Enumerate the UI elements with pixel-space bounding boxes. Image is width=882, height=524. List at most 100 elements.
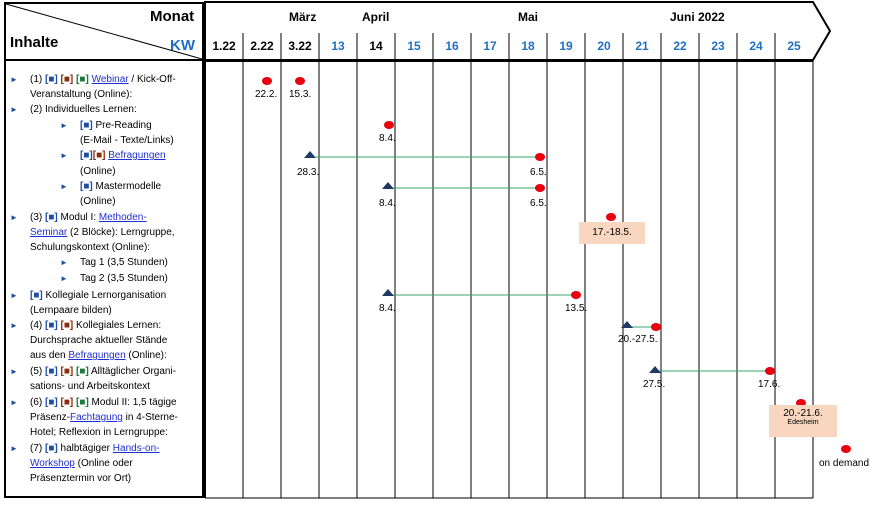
row-mastermodelle-line2: (Online) (80, 196, 116, 207)
row-kollegiales-lernen-line3: aus den Befragungen (Online): (30, 350, 167, 361)
row-tag1: Tag 1 (3,5 Stunden) (80, 257, 168, 268)
event-dot (262, 77, 272, 85)
row-pre-reading-line2: (E-Mail - Texte/Links) (80, 135, 174, 146)
kw-cell: 13 (331, 39, 345, 53)
seminar-link[interactable]: Seminar (30, 227, 68, 238)
contents-header (4, 2, 204, 61)
befragungen-link[interactable]: Befragungen (108, 150, 166, 161)
event-dot (571, 291, 581, 299)
row-methoden-seminar: (3) [■] Modul I: Methoden- (30, 212, 147, 223)
monat-label: Monat (150, 8, 195, 25)
date-label: 8.4. (379, 133, 396, 144)
row-tag2: Tag 2 (3,5 Stunden) (80, 273, 168, 284)
fachtagung-link[interactable]: Fachtagung (70, 412, 123, 423)
month-april: April (362, 10, 390, 24)
row-befragungen-line2: (Online) (80, 166, 116, 177)
bullet-icon: ► (10, 398, 18, 407)
row-lernorganisation-line2: (Lernpaare bilden) (30, 305, 112, 316)
kw-cell: 25 (787, 39, 801, 53)
event-dot (606, 213, 616, 221)
bullet-icon: ► (10, 213, 18, 222)
webinar-link[interactable]: Webinar (91, 74, 129, 85)
date-label: 17.6. (758, 379, 781, 390)
kw-cell: 18 (521, 39, 535, 53)
row-kollegiales-lernen: (4) [■] [■] Kollegiales Lernen: (30, 320, 162, 331)
bullet-icon: ► (10, 444, 18, 453)
date-label: 6.5. (530, 167, 547, 178)
bullet-icon: ► (10, 291, 18, 300)
date-label: on demand (819, 458, 870, 469)
workshop-link[interactable]: Workshop (30, 458, 75, 469)
bullet-icon: ► (60, 151, 68, 160)
highlight-box: 20.-21.6. Edesheim (769, 405, 837, 437)
kw-label: KW (170, 37, 195, 54)
inhalte-label: Inhalte (10, 34, 59, 51)
bullet-icon: ► (60, 274, 68, 283)
date-label: 22.2. (255, 89, 278, 100)
date-label: 15.3. (289, 89, 312, 100)
event-dot (384, 121, 394, 129)
event-dot (651, 323, 661, 331)
row-lernorganisation: [■] Kollegiale Lernorganisation (30, 290, 167, 301)
befragungen-link-2[interactable]: Befragungen (68, 350, 126, 361)
kw-cell: 15 (407, 39, 421, 53)
bullet-icon: ► (10, 367, 18, 376)
bullet-icon: ► (10, 105, 18, 114)
kw-cell: 14 (369, 39, 383, 53)
row-pre-reading: [■] Pre-Reading (80, 120, 152, 131)
date-label: 8.4. (379, 303, 396, 314)
row-webinar: (1) [■] [■] [■] Webinar / Kick-Off- (30, 74, 176, 85)
row-alltag-line2: sations- und Arbeitskontext (30, 381, 151, 392)
kw-cell: 23 (711, 39, 725, 53)
month-maerz: März (289, 10, 317, 24)
bullet-icon: ► (60, 258, 68, 267)
methoden-seminar-link[interactable]: Methoden- (98, 212, 147, 223)
event-dot (535, 184, 545, 192)
kw-cell: 16 (445, 39, 459, 53)
date-label: 20.-27.5. (618, 334, 658, 345)
kw-cell: 22 (673, 39, 687, 53)
row-kollegiales-lernen-line2: Durchsprache aktueller Stände (30, 335, 168, 346)
row-workshop-line2: Workshop (Online oder (30, 458, 133, 469)
event-dot (841, 445, 851, 453)
contents-column (4, 2, 204, 498)
row-methoden-seminar-line3: Schulungskontext (Online): (30, 242, 151, 253)
row-webinar-line2: Veranstaltung (Online): (30, 89, 133, 100)
row-methoden-seminar-line2: Seminar (2 Blöcke): Lerngruppe, (30, 227, 175, 238)
start-triangle-icon (382, 289, 394, 296)
kw-cell: 21 (635, 39, 649, 53)
event-dot (765, 367, 775, 375)
row-fachtagung: (6) [■] [■] [■] Modul II: 1,5 tägige (30, 397, 177, 408)
bullet-icon: ► (60, 121, 68, 130)
date-label: 8.4. (379, 198, 396, 209)
kw-cell: 2.22 (250, 39, 274, 53)
highlight-box: 17.-18.5. (579, 222, 645, 244)
month-mai: Mai (518, 10, 539, 24)
row-fachtagung-line3: Hotel; Reflexion in Lerngruppe: (30, 427, 168, 438)
row-befragungen: [■][■] Befragungen (80, 150, 166, 161)
row-workshop-line3: Präsenztermin vor Ort) (30, 473, 132, 484)
kw-cell: 3.22 (288, 39, 312, 53)
start-triangle-icon (649, 366, 661, 373)
row-fachtagung-line2: Präsenz-Fachtagung in 4-Sterne- (30, 412, 178, 423)
start-triangle-icon (621, 321, 633, 328)
bullet-icon: ► (10, 321, 18, 330)
date-label: 28.3. (297, 167, 320, 178)
kw-cell: 17 (483, 39, 497, 53)
row-individuelles-lernen: (2) Individuelles Lernen: (30, 104, 137, 115)
kw-cell: 1.22 (212, 39, 236, 53)
event-dot (295, 77, 305, 85)
kw-cell: 24 (749, 39, 763, 53)
bullet-icon: ► (10, 75, 18, 84)
start-triangle-icon (304, 151, 316, 158)
event-dot (535, 153, 545, 161)
date-label: 27.5. (643, 379, 666, 390)
hands-on-link[interactable]: Hands-on- (112, 443, 160, 454)
kw-cell: 20 (597, 39, 611, 53)
row-workshop: (7) [■] halbtägiger Hands-on- (30, 443, 160, 454)
event-dot (796, 399, 806, 407)
row-alltag: (5) [■] [■] [■] Alltäglicher Organi- (30, 366, 177, 377)
kw-cell: 19 (559, 39, 573, 53)
